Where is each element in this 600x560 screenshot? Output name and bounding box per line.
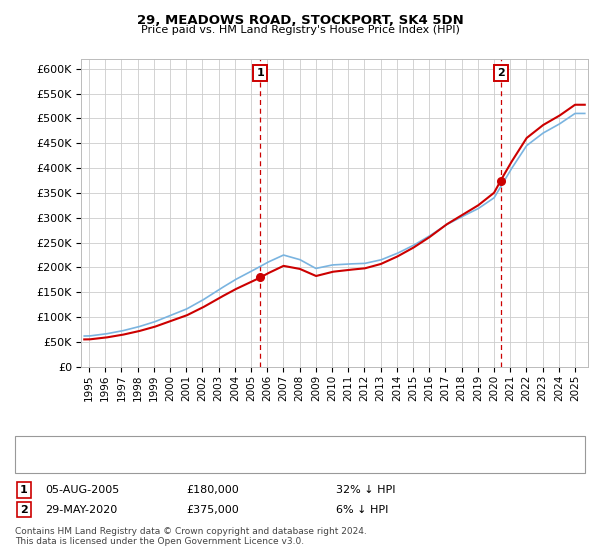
Text: 2: 2 [20,505,28,515]
Text: 1: 1 [257,68,265,78]
Text: £180,000: £180,000 [186,485,239,495]
Text: 29, MEADOWS ROAD, STOCKPORT, SK4 5DN: 29, MEADOWS ROAD, STOCKPORT, SK4 5DN [137,14,463,27]
Text: 32% ↓ HPI: 32% ↓ HPI [336,485,395,495]
Text: 29-MAY-2020: 29-MAY-2020 [45,505,117,515]
Text: Contains HM Land Registry data © Crown copyright and database right 2024.: Contains HM Land Registry data © Crown c… [15,528,367,536]
Text: £375,000: £375,000 [186,505,239,515]
Text: HPI: Average price, detached house, Stockport: HPI: Average price, detached house, Stoc… [66,455,310,465]
Text: 05-AUG-2005: 05-AUG-2005 [45,485,119,495]
Text: Price paid vs. HM Land Registry's House Price Index (HPI): Price paid vs. HM Land Registry's House … [140,25,460,35]
Text: 1: 1 [20,485,28,495]
Text: This data is licensed under the Open Government Licence v3.0.: This data is licensed under the Open Gov… [15,537,304,546]
Text: 2: 2 [497,68,505,78]
Text: 29, MEADOWS ROAD, STOCKPORT, SK4 5DN (detached house): 29, MEADOWS ROAD, STOCKPORT, SK4 5DN (de… [66,437,391,447]
Text: 6% ↓ HPI: 6% ↓ HPI [336,505,388,515]
